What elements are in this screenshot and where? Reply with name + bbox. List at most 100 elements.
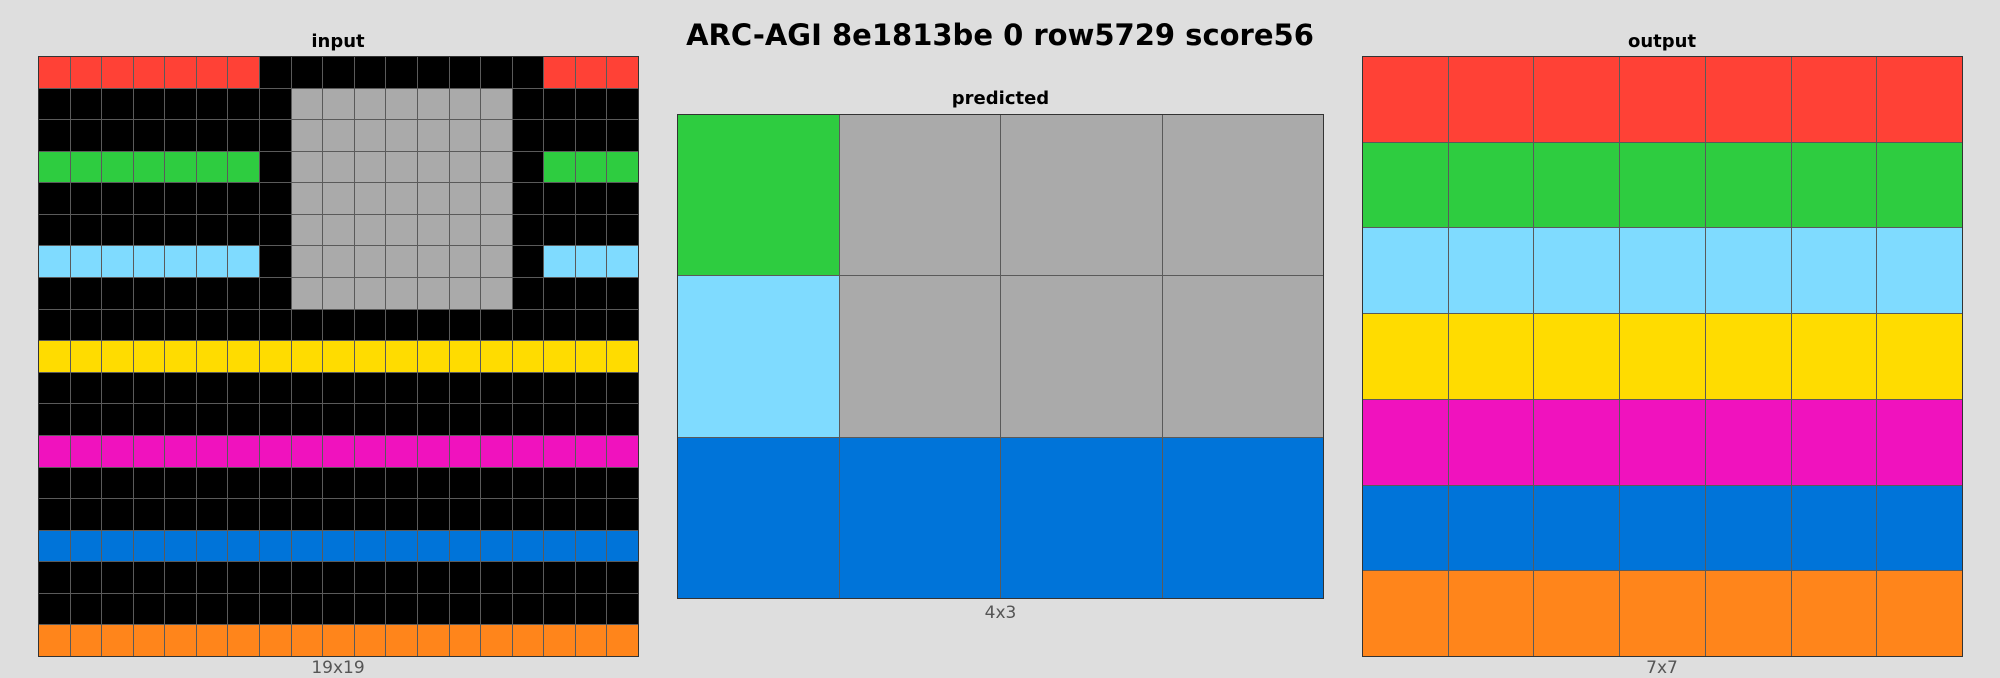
input-cell	[39, 278, 70, 309]
input-cell	[102, 214, 133, 246]
output-cell	[1363, 399, 1448, 485]
input-cell	[196, 372, 228, 404]
input-cell	[196, 151, 228, 183]
input-cell	[512, 120, 544, 151]
input-cell	[196, 183, 228, 214]
input-cell	[102, 309, 133, 341]
input-cell	[544, 214, 575, 246]
input-cell	[102, 404, 133, 435]
input-cell	[133, 372, 165, 404]
output-cell	[1363, 314, 1448, 399]
input-cell	[102, 151, 133, 183]
input-cell	[102, 593, 133, 625]
input-cell	[575, 467, 607, 499]
input-cell	[575, 372, 607, 404]
input-cell	[417, 530, 449, 562]
input-cell	[575, 183, 607, 214]
input-cell	[102, 278, 133, 309]
input-cell	[449, 404, 481, 435]
output-cell	[1448, 485, 1534, 571]
input-cell	[607, 309, 638, 341]
input-cell	[70, 151, 102, 183]
input-cell	[196, 625, 228, 656]
input-cell	[70, 562, 102, 593]
input-cell	[449, 467, 481, 499]
input-cell	[291, 341, 323, 372]
input-cell	[512, 499, 544, 530]
input-cell	[386, 120, 417, 151]
output-cell	[1448, 314, 1534, 399]
input-cell	[417, 499, 449, 530]
input-cell	[481, 499, 512, 530]
input-cell	[102, 57, 133, 88]
input-cell	[70, 593, 102, 625]
input-cell	[70, 435, 102, 467]
input-cell	[39, 341, 70, 372]
input-cell	[417, 57, 449, 88]
input-cell	[575, 341, 607, 372]
predicted-cell	[1162, 115, 1323, 276]
input-cell	[449, 341, 481, 372]
input-cell	[70, 404, 102, 435]
input-cell	[354, 246, 386, 278]
input-cell	[291, 593, 323, 625]
input-cell	[196, 57, 228, 88]
input-cell	[481, 625, 512, 656]
input-cell	[417, 625, 449, 656]
input-cell	[323, 435, 354, 467]
output-cell	[1363, 228, 1448, 314]
input-cell	[291, 88, 323, 120]
input-cell	[133, 246, 165, 278]
input-cell	[165, 214, 196, 246]
input-cell	[291, 435, 323, 467]
input-cell	[544, 57, 575, 88]
input-cell	[512, 530, 544, 562]
predicted-cell	[1001, 276, 1162, 437]
input-cell	[386, 530, 417, 562]
output-cell	[1534, 57, 1620, 142]
input-cell	[481, 151, 512, 183]
input-cell	[228, 625, 260, 656]
output-cell	[1534, 399, 1620, 485]
input-cell	[260, 625, 291, 656]
input-cell	[70, 309, 102, 341]
input-cell	[260, 372, 291, 404]
input-cell	[228, 530, 260, 562]
input-cell	[102, 341, 133, 372]
input-cell	[102, 435, 133, 467]
input-cell	[354, 309, 386, 341]
input-cell	[386, 562, 417, 593]
output-cell	[1877, 228, 1962, 314]
input-cell	[323, 467, 354, 499]
input-cell	[39, 183, 70, 214]
input-cell	[291, 246, 323, 278]
output-cell	[1448, 57, 1534, 142]
input-cell	[417, 467, 449, 499]
input-cell	[417, 214, 449, 246]
input-cell	[133, 499, 165, 530]
output-panel-title: output	[1627, 31, 1697, 52]
input-cell	[354, 625, 386, 656]
input-cell	[228, 183, 260, 214]
input-cell	[512, 183, 544, 214]
input-cell	[544, 499, 575, 530]
output-cell	[1620, 485, 1705, 571]
input-size-caption: 19x19	[311, 658, 365, 678]
input-cell	[165, 341, 196, 372]
input-cell	[607, 530, 638, 562]
input-cell	[260, 246, 291, 278]
input-cell	[70, 183, 102, 214]
input-cell	[512, 372, 544, 404]
output-cell	[1705, 571, 1791, 656]
input-cell	[165, 278, 196, 309]
input-cell	[354, 499, 386, 530]
output-cell	[1877, 485, 1962, 571]
input-cell	[133, 593, 165, 625]
input-cell	[291, 530, 323, 562]
input-cell	[102, 530, 133, 562]
input-cell	[386, 499, 417, 530]
input-cell	[512, 151, 544, 183]
input-cell	[575, 278, 607, 309]
input-cell	[607, 435, 638, 467]
input-cell	[165, 151, 196, 183]
